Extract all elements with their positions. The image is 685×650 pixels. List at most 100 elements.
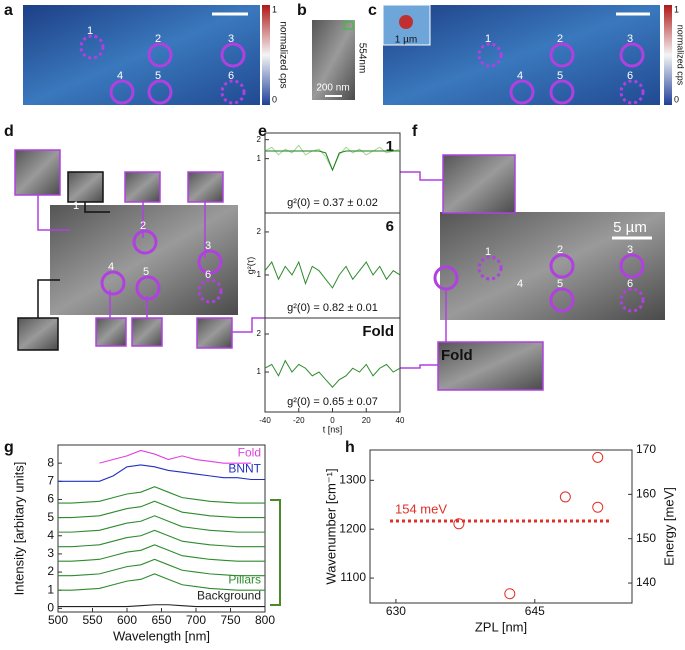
y-tick-label: 2 bbox=[257, 329, 262, 338]
emitter-label: 5 bbox=[557, 70, 563, 82]
x-axis-label: t [ns] bbox=[323, 424, 343, 434]
y-tick-label: 7 bbox=[47, 473, 54, 487]
emitter-label: 2 bbox=[140, 220, 146, 232]
spectrum-line bbox=[58, 500, 265, 519]
emitter-circle bbox=[549, 79, 575, 105]
point bbox=[504, 588, 516, 600]
emitter-label: 4 bbox=[517, 70, 523, 82]
y-tick-label: 3 bbox=[47, 546, 54, 560]
x-tick-label: -20 bbox=[293, 416, 305, 425]
x-axis-label: Wavelength [nm] bbox=[113, 628, 210, 643]
x-tick-label: 0 bbox=[330, 416, 335, 425]
scale-label: 5 µm bbox=[613, 219, 647, 236]
x-tick-label: -40 bbox=[259, 416, 271, 425]
emitter-label: 6 bbox=[627, 278, 633, 290]
g2-value: g²(0) = 0.65 ± 0.07 bbox=[287, 396, 378, 408]
spectrum-line bbox=[58, 558, 265, 577]
y2-tick-label: 160 bbox=[636, 487, 656, 501]
emitter-circle bbox=[220, 79, 246, 105]
height-label: 554nm bbox=[356, 43, 367, 74]
y-tick-label: 1200 bbox=[339, 521, 366, 535]
y-tick-label: 1 bbox=[257, 367, 262, 376]
emitter-label: 1 bbox=[87, 25, 93, 37]
point bbox=[559, 491, 571, 503]
colorbar-title: normalized cps bbox=[277, 21, 288, 88]
emitter-circle bbox=[619, 287, 645, 313]
sem-image bbox=[312, 20, 355, 100]
emitter-label: 6 bbox=[627, 70, 633, 82]
emitter-label: 4 bbox=[108, 261, 114, 273]
x-tick-label: 20 bbox=[362, 416, 371, 425]
emitter-circle bbox=[132, 229, 158, 255]
y-tick-label: 1100 bbox=[340, 570, 366, 584]
reference-label: 154 meV bbox=[395, 501, 447, 516]
x-tick-label: 550 bbox=[82, 613, 102, 627]
emitter-circle bbox=[619, 42, 645, 68]
y2-tick-label: 140 bbox=[636, 575, 656, 589]
emitter-circle bbox=[477, 42, 503, 68]
spectrum-line bbox=[58, 604, 265, 608]
connectors bbox=[37, 202, 110, 318]
y-axis-label: Intensity [arbitary units] bbox=[11, 462, 26, 596]
y-tick-label: 6 bbox=[47, 492, 54, 506]
emitter-label: 1 bbox=[73, 200, 79, 212]
emitter-label: 2 bbox=[557, 244, 563, 256]
x-tick-label: 650 bbox=[151, 613, 171, 627]
emitter-circle bbox=[197, 249, 223, 275]
colorbar bbox=[262, 5, 270, 105]
colorbar-min: 0 bbox=[674, 94, 679, 104]
x-tick-label: 630 bbox=[386, 604, 406, 618]
y-tick-label: 8 bbox=[47, 455, 54, 469]
x-tick-label: 645 bbox=[525, 604, 545, 618]
scale-label: 200 nm bbox=[316, 83, 349, 94]
fold-circle bbox=[433, 265, 459, 291]
pl-map bbox=[23, 5, 260, 105]
y-tick-label: 5 bbox=[47, 510, 54, 524]
emitter-circle bbox=[619, 253, 645, 279]
y-tick-label: 4 bbox=[47, 528, 54, 542]
emitter-circle bbox=[79, 34, 105, 60]
emitter-label: 3 bbox=[627, 33, 633, 45]
spectrum-line bbox=[58, 529, 265, 548]
spectrum-line bbox=[265, 150, 400, 172]
sem-insets bbox=[14, 149, 233, 349]
panel-letter: g bbox=[4, 439, 14, 456]
emitter-circle bbox=[220, 42, 246, 68]
spectrum-line bbox=[58, 544, 265, 562]
x-tick-label: 750 bbox=[220, 613, 240, 627]
emitter-label: 4 bbox=[517, 278, 523, 290]
spectrum-line bbox=[99, 449, 252, 464]
panel-letter: e bbox=[258, 123, 267, 140]
inset-label: Fold bbox=[441, 347, 473, 364]
y-tick-label: 0 bbox=[47, 601, 54, 615]
x-tick-label: 700 bbox=[186, 613, 206, 627]
emitter-circle bbox=[197, 278, 223, 304]
y-tick-label: 2 bbox=[257, 227, 262, 236]
connectors bbox=[400, 171, 447, 369]
emitter-label: 5 bbox=[557, 278, 563, 290]
inset-scale: 1 µm bbox=[395, 35, 417, 46]
emitter-label: 5 bbox=[143, 266, 149, 278]
spectrum-line bbox=[58, 515, 265, 533]
emitter-label: 4 bbox=[117, 70, 123, 82]
spectrum-line bbox=[58, 486, 265, 504]
emitter-label: 3 bbox=[205, 240, 211, 252]
y-tick-label: 1 bbox=[257, 270, 262, 279]
emitter-label: 2 bbox=[155, 33, 161, 45]
emitter-label: 3 bbox=[627, 244, 633, 256]
emitter-label: 1 bbox=[485, 246, 491, 258]
y-tick-label: 1300 bbox=[339, 472, 366, 486]
y-tick-label: 1 bbox=[47, 582, 54, 596]
emitter-circle bbox=[477, 255, 503, 281]
y-tick-label: 1 bbox=[257, 154, 262, 163]
colorbar-max: 1 bbox=[272, 4, 277, 14]
panel-letter: b bbox=[297, 2, 307, 19]
g2-value: g²(0) = 0.82 ± 0.01 bbox=[287, 302, 378, 314]
spot bbox=[399, 15, 413, 29]
emitter-circle bbox=[147, 42, 173, 68]
colorbar bbox=[664, 5, 672, 105]
x-axis-label: ZPL [nm] bbox=[475, 619, 527, 634]
emitter-circle bbox=[619, 79, 645, 105]
spectrum-line bbox=[58, 464, 265, 482]
emitter-circle bbox=[509, 79, 535, 105]
